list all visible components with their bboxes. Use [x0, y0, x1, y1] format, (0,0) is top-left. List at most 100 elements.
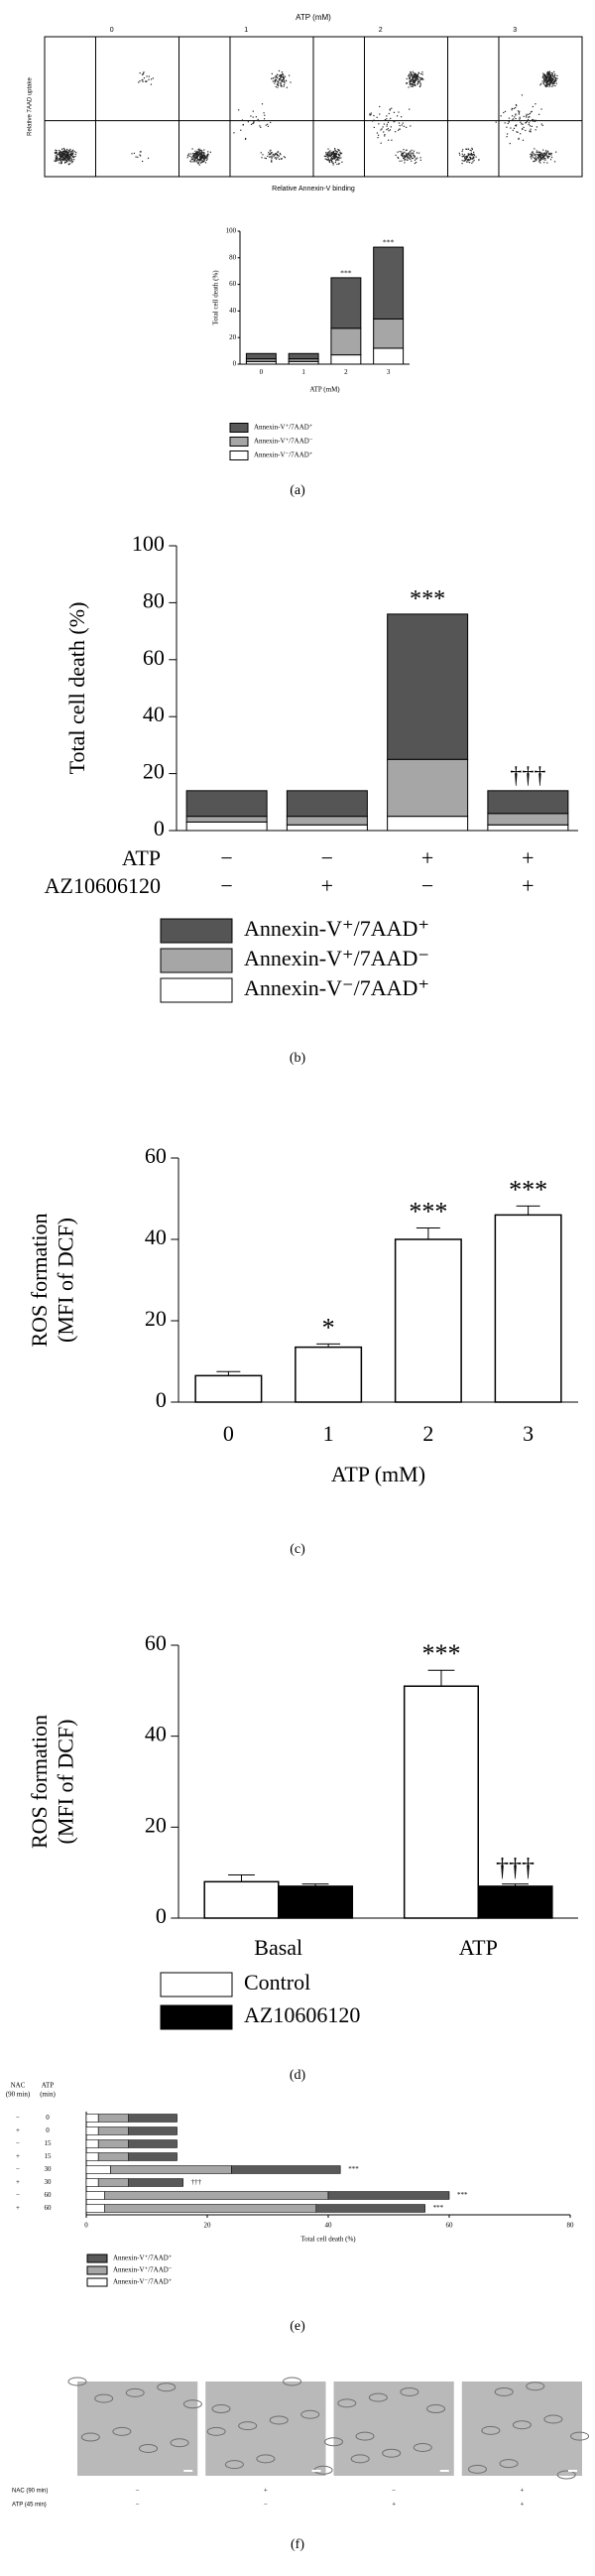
- event-dot: [207, 151, 209, 153]
- legend-label: Annexin-V⁺/7AAD⁻: [113, 2266, 173, 2274]
- event-dot: [412, 80, 414, 82]
- event-dot: [265, 124, 267, 126]
- legend-label: Annexin-V⁺/7AAD⁻: [244, 946, 429, 970]
- bar: [203, 1880, 280, 1919]
- row-value: +: [16, 2152, 20, 2160]
- event-dot: [538, 158, 540, 160]
- bar-segment: [85, 2152, 99, 2161]
- event-dot: [137, 156, 139, 158]
- event-dot: [514, 116, 516, 118]
- legend-label: AZ10606120: [244, 2002, 360, 2027]
- event-dot: [197, 149, 199, 151]
- event-dot: [194, 150, 196, 152]
- event-dot: [62, 154, 64, 156]
- event-dot: [518, 137, 520, 140]
- event-dot: [74, 153, 76, 156]
- legend-swatch: [160, 2004, 233, 2030]
- legend-swatch: [229, 437, 249, 447]
- event-dot: [66, 157, 69, 159]
- event-dot: [203, 158, 205, 160]
- event-dot: [332, 155, 335, 157]
- event-dot: [152, 77, 154, 79]
- event-dot: [200, 159, 202, 161]
- event-dot: [284, 80, 286, 82]
- event-dot: [397, 151, 399, 153]
- event-dot: [383, 131, 385, 133]
- event-dot: [323, 155, 325, 158]
- event-dot: [191, 153, 194, 155]
- event-dot: [274, 80, 276, 82]
- event-dot: [57, 160, 59, 162]
- event-dot: [260, 152, 262, 154]
- event-dot: [64, 158, 66, 160]
- event-dot: [465, 159, 467, 161]
- bar-segment: [128, 2126, 178, 2135]
- event-dot: [337, 157, 339, 159]
- event-dot: [203, 149, 205, 151]
- event-dot: [409, 154, 411, 157]
- event-dot: [340, 157, 342, 159]
- event-dot: [545, 78, 547, 80]
- event-dot: [267, 123, 269, 125]
- event-dot: [544, 85, 547, 88]
- event-dot: [409, 77, 411, 79]
- event-dot: [65, 157, 67, 159]
- event-dot: [191, 155, 193, 157]
- cell: [368, 2392, 388, 2402]
- event-dot: [290, 81, 292, 83]
- event-dot: [279, 79, 281, 81]
- row-value: +: [520, 2501, 524, 2509]
- event-dot: [467, 155, 469, 157]
- event-dot: [68, 153, 70, 156]
- event-dot: [419, 78, 421, 80]
- event-dot: [547, 153, 550, 155]
- event-dot: [539, 159, 541, 161]
- event-dot: [277, 80, 279, 83]
- event-dot: [542, 75, 544, 77]
- event-dot: [412, 75, 414, 77]
- significance-label: ***: [410, 585, 445, 612]
- event-dot: [247, 121, 249, 123]
- event-dot: [467, 159, 469, 161]
- event-dot: [281, 73, 284, 75]
- event-dot: [391, 107, 393, 109]
- event-dot: [275, 153, 277, 156]
- event-dot: [410, 154, 412, 156]
- event-dot: [192, 157, 194, 159]
- event-dot: [548, 153, 550, 156]
- cell: [382, 2448, 402, 2458]
- event-dot: [56, 150, 58, 152]
- event-dot: [539, 156, 541, 158]
- event-dot: [548, 79, 550, 81]
- event-dot: [63, 159, 65, 161]
- significance-label: ***: [421, 1639, 460, 1668]
- event-dot: [409, 82, 411, 84]
- event-dot: [410, 150, 412, 153]
- event-dot: [201, 161, 203, 163]
- scale-bar: [311, 2470, 321, 2472]
- event-dot: [414, 83, 416, 86]
- event-dot: [546, 85, 548, 87]
- event-dot: [331, 153, 333, 156]
- event-dot: [197, 151, 199, 153]
- event-dot: [140, 155, 142, 157]
- y-axis-label: Total cell death (%): [212, 270, 220, 325]
- event-dot: [547, 83, 550, 85]
- event-dot: [420, 72, 422, 75]
- event-dot: [70, 152, 72, 154]
- event-dot: [397, 156, 399, 159]
- event-dot: [518, 113, 520, 115]
- event-dot: [415, 75, 416, 77]
- event-dot: [546, 83, 549, 85]
- event-dot: [413, 81, 415, 84]
- event-dot: [395, 154, 397, 157]
- event-dot: [271, 160, 273, 162]
- event-dot: [410, 125, 412, 127]
- event-dot: [527, 118, 530, 121]
- event-dot: [271, 77, 273, 79]
- event-dot: [556, 77, 558, 79]
- event-dot: [506, 126, 508, 128]
- event-dot: [412, 74, 414, 76]
- event-dot: [279, 75, 281, 77]
- event-dot: [408, 74, 410, 76]
